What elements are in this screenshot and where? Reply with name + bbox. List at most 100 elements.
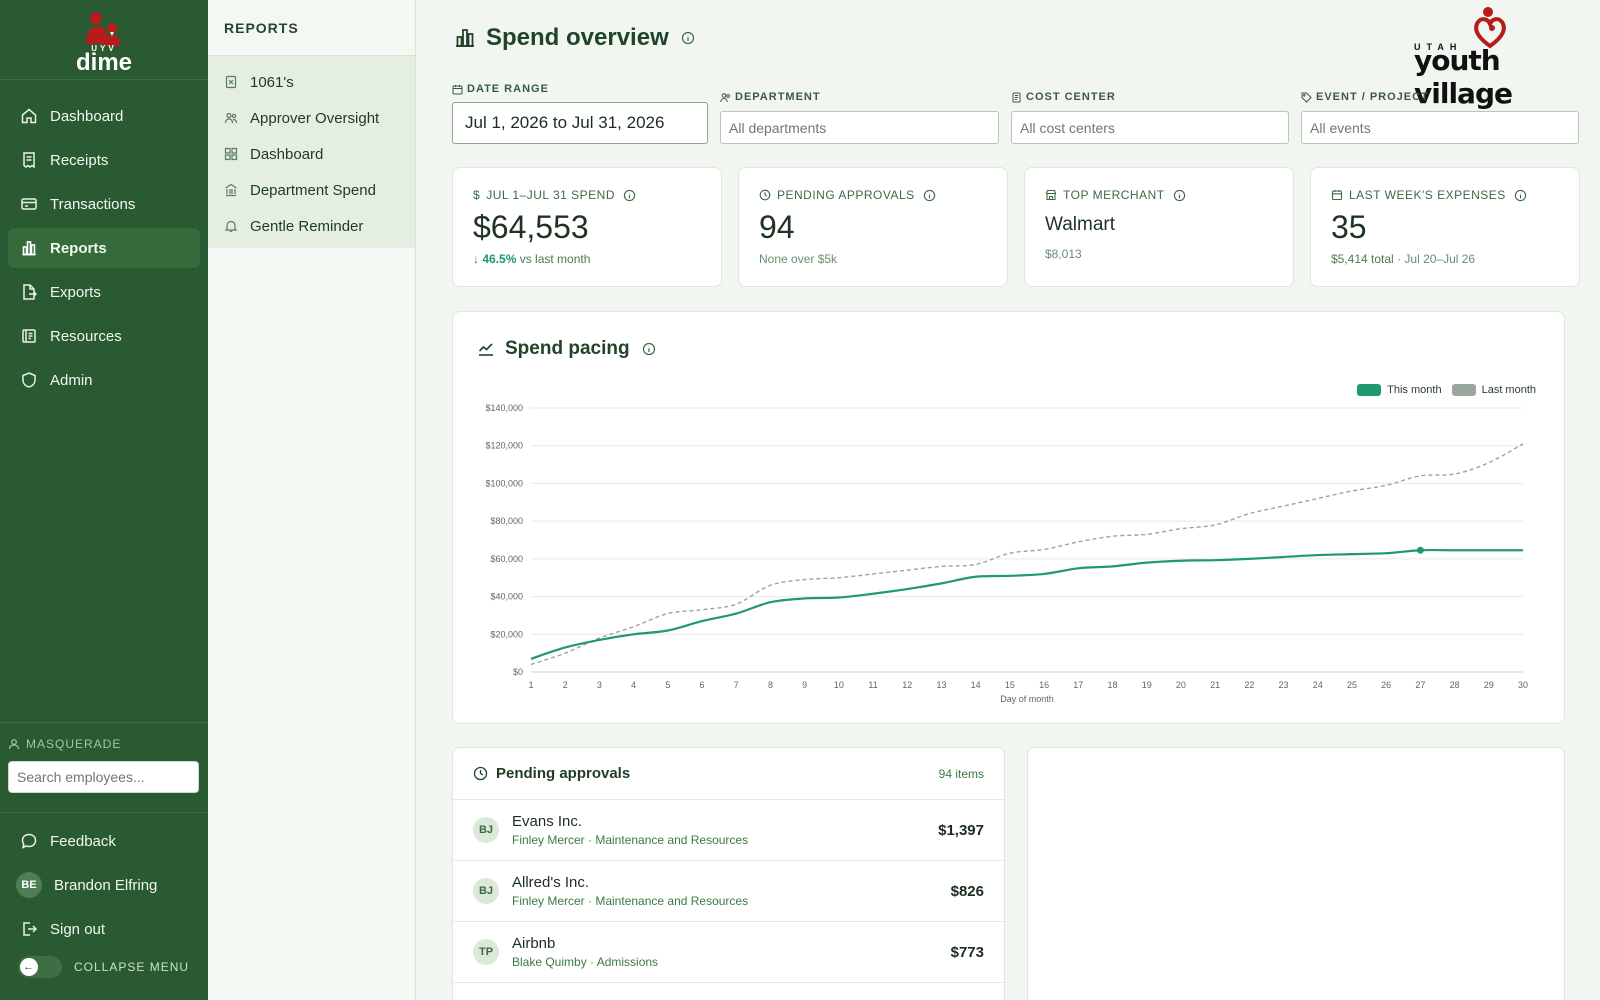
kpi-lastweek-sub: $5,414 total · Jul 20–Jul 26 xyxy=(1331,252,1559,266)
report-item-1061s[interactable]: 1061's xyxy=(208,64,415,100)
legend-swatch-last xyxy=(1451,384,1476,396)
report-item-department-spend[interactable]: Department Spend xyxy=(208,172,415,208)
y-tick-label: $80,000 xyxy=(490,516,523,526)
event-project-label-text: EVENT / PROJECT xyxy=(1316,91,1429,103)
x-tick-label: 21 xyxy=(1210,680,1220,690)
cost-center-filter: COST CENTER xyxy=(1011,90,1289,144)
cost-center-label: COST CENTER xyxy=(1011,90,1289,104)
event-project-select[interactable] xyxy=(1301,111,1579,144)
x-tick-label: 25 xyxy=(1347,680,1357,690)
kpi-month-spend[interactable]: $ JUL 1–JUL 31 SPEND $64,553 ↓ 46.5% vs … xyxy=(452,167,722,287)
file-export-icon xyxy=(20,283,38,301)
kpi-last-week[interactable]: LAST WEEK'S EXPENSES 35 $5,414 total · J… xyxy=(1310,167,1580,287)
department-select[interactable] xyxy=(720,111,999,144)
info-icon[interactable] xyxy=(1173,189,1186,202)
y-tick-label: $20,000 xyxy=(490,629,523,639)
user-name: Brandon Elfring xyxy=(54,876,158,894)
nav-reports-label: Reports xyxy=(50,239,107,257)
nav-admin[interactable]: Admin xyxy=(8,360,200,400)
x-tick-label: 5 xyxy=(665,680,670,690)
arrow-left-icon: ← xyxy=(20,958,38,976)
kpi-top-merchant[interactable]: TOP MERCHANT Walmart $8,013 xyxy=(1024,167,1294,287)
amount: $773 xyxy=(950,943,984,961)
list-item-main: Airbnb Blake Quimby · Admissions xyxy=(512,935,951,969)
info-icon[interactable] xyxy=(1514,189,1527,202)
report-item-approver-oversight[interactable]: Approver Oversight xyxy=(208,100,415,136)
kpi-merchant-label-text: TOP MERCHANT xyxy=(1063,188,1165,202)
kpi-pending-label: PENDING APPROVALS xyxy=(759,188,987,202)
info-icon[interactable] xyxy=(681,31,695,45)
event-project-label: EVENT / PROJECT xyxy=(1301,90,1579,104)
book-icon xyxy=(20,327,38,345)
cost-center-select[interactable] xyxy=(1011,111,1289,144)
nav-feedback[interactable]: Feedback xyxy=(8,821,200,861)
report-item-label: 1061's xyxy=(250,73,294,91)
nav-resources[interactable]: Resources xyxy=(8,316,200,356)
collapse-menu-toggle[interactable]: ← COLLAPSE MENU xyxy=(18,956,189,978)
nav-exports[interactable]: Exports xyxy=(8,272,200,312)
x-tick-label: 20 xyxy=(1176,680,1186,690)
department-label: DEPARTMENT xyxy=(720,90,999,104)
collapse-switch[interactable]: ← xyxy=(18,956,62,978)
clock-icon xyxy=(759,189,771,201)
nav-reports[interactable]: Reports xyxy=(8,228,200,268)
grid-icon xyxy=(224,147,238,161)
series-line-this-month xyxy=(530,548,1523,660)
receipt-icon xyxy=(20,151,38,169)
pending-approvals-count: 94 items xyxy=(938,766,984,781)
list-item[interactable]: TP Airbnb Blake Quimby · Admissions $773 xyxy=(453,922,1004,983)
nav-receipts[interactable]: Receipts xyxy=(8,140,200,180)
logo-youth-village: youth village xyxy=(1414,44,1513,110)
kpi-spend-sub: vs last month xyxy=(519,252,591,266)
legend-this-month[interactable]: This month xyxy=(1357,384,1442,396)
reports-subnav-title: REPORTS xyxy=(208,0,415,56)
report-item-label: Dashboard xyxy=(250,145,324,163)
chart-title-text: Spend pacing xyxy=(505,338,630,359)
legend-swatch-this xyxy=(1357,384,1382,396)
shield-icon xyxy=(20,371,38,389)
dime-logo[interactable]: UYV dime xyxy=(64,10,144,76)
nav-transactions[interactable]: Transactions xyxy=(8,184,200,224)
x-tick-label: 1 xyxy=(528,680,533,690)
x-tick-label: 26 xyxy=(1381,680,1391,690)
ledger-icon xyxy=(1012,92,1021,102)
y-tick-label: $140,000 xyxy=(485,403,523,413)
page-title: Spend overview xyxy=(454,24,705,52)
info-icon[interactable] xyxy=(623,189,636,202)
list-item[interactable]: BJ Allred's Inc. Finley Mercer · Mainten… xyxy=(453,861,1004,922)
merchant-name: Allred's Inc. xyxy=(512,874,590,891)
report-item-dashboard[interactable]: Dashboard xyxy=(208,136,415,172)
reports-subnav: REPORTS 1061's Approver Oversight Dashbo… xyxy=(208,0,416,1000)
nav-dashboard[interactable]: Dashboard xyxy=(8,96,200,136)
info-icon[interactable] xyxy=(642,342,656,356)
kpi-merchant-sub-text: $8,013 xyxy=(1045,247,1082,261)
nav-sign-out-label: Sign out xyxy=(50,920,106,938)
legend-last-month[interactable]: Last month xyxy=(1451,384,1536,396)
kpi-merchant-label: TOP MERCHANT xyxy=(1045,188,1273,202)
kpi-spend-value: $64,553 xyxy=(473,209,589,245)
arrow-down-icon: ↓ xyxy=(473,252,479,266)
date-range-input[interactable] xyxy=(452,102,708,144)
list-item-main: Evans Inc. Finley Mercer · Maintenance a… xyxy=(512,813,938,847)
merchant-name: Airbnb xyxy=(512,935,556,952)
sign-out-icon xyxy=(20,920,38,938)
report-item-label: Gentle Reminder xyxy=(250,217,364,235)
pending-approvals-title: Pending approvals xyxy=(473,765,630,782)
user-profile[interactable]: BE Brandon Elfring xyxy=(8,865,200,905)
card-icon xyxy=(20,195,38,213)
kpi-pending-approvals[interactable]: PENDING APPROVALS 94 None over $5k xyxy=(738,167,1008,287)
home-icon xyxy=(20,107,38,125)
x-tick-label: 2 xyxy=(563,680,568,690)
masquerade-search-input[interactable] xyxy=(8,761,199,793)
nav-transactions-label: Transactions xyxy=(50,195,136,213)
x-tick-label: 27 xyxy=(1415,680,1425,690)
event-project-filter: EVENT / PROJECT xyxy=(1301,90,1579,144)
brand-name: dime xyxy=(75,48,132,76)
avatar: TP xyxy=(473,939,499,965)
users-icon xyxy=(224,112,238,124)
report-item-gentle-reminder[interactable]: Gentle Reminder xyxy=(208,208,415,244)
calendar-icon xyxy=(452,84,463,94)
nav-sign-out[interactable]: Sign out xyxy=(8,909,200,949)
info-icon[interactable] xyxy=(923,189,936,202)
list-item[interactable]: BJ Evans Inc. Finley Mercer · Maintenanc… xyxy=(453,800,1004,861)
